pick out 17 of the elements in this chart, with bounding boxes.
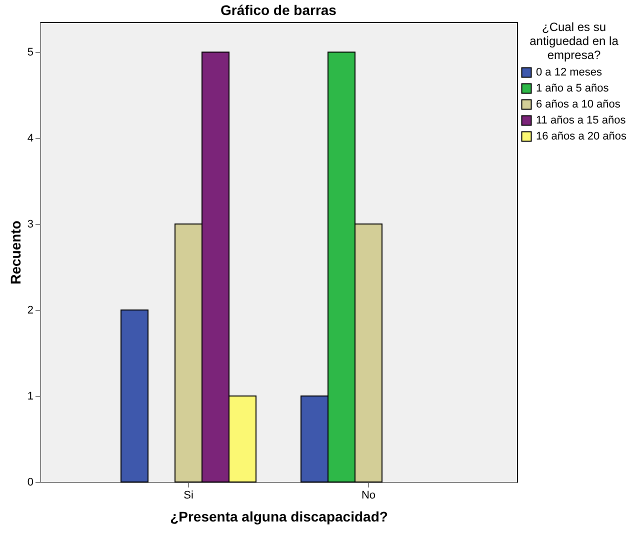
y-tick-label: 1	[27, 390, 34, 403]
y-tick-label: 4	[27, 132, 34, 145]
legend-label: 1 año a 5 años	[536, 82, 610, 94]
x-tick-label: No	[361, 490, 376, 502]
legend-label: 11 años a 15 años	[536, 114, 626, 126]
y-tick-label: 3	[27, 218, 34, 231]
y-tick-label: 5	[27, 46, 34, 59]
legend-label: 16 años a 20 años	[536, 130, 628, 142]
legend-label: 6 años a 10 años	[536, 98, 621, 110]
legend-label: 0 a 12 meses	[536, 66, 603, 78]
y-tick-label: 0	[27, 476, 34, 488]
x-tick-label: Si	[184, 490, 194, 502]
chart-title: Gráfico de barras	[220, 2, 337, 18]
y-tick-label: 2	[27, 304, 34, 317]
x-axis-title: ¿Presenta alguna discapacidad?	[170, 508, 388, 524]
y-axis-title: Recuento	[7, 220, 24, 284]
legend-title: ¿Cual es su antiguedad en la empresa?	[530, 20, 619, 62]
